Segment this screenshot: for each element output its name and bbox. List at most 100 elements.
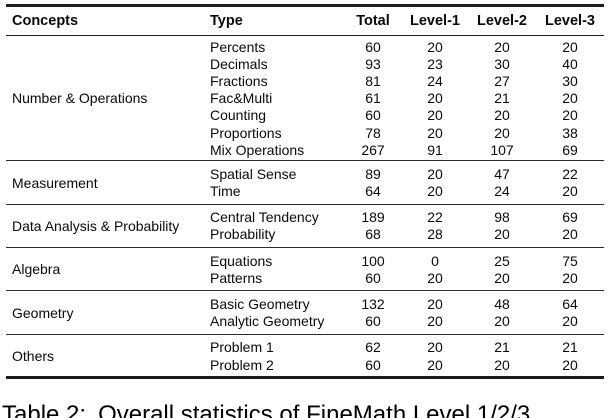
level2-cell: 25 <box>494 252 510 269</box>
total-cell: 100 <box>361 252 385 269</box>
level1-cell: 28 <box>427 226 443 243</box>
level3-cell: 75 <box>562 252 578 269</box>
level2-cell: 21 <box>494 339 510 356</box>
table-row: Fractions 81 24 27 30 <box>202 72 604 89</box>
type-cell: Percents <box>210 38 266 55</box>
table-row: Analytic Geometry 60 20 20 20 <box>202 313 604 330</box>
level2-cell: 24 <box>494 183 510 200</box>
concept-label: Geometry <box>12 304 74 321</box>
table-section: Measurement Spatial Sense 89 20 47 22 Time 64 20… <box>6 160 604 203</box>
level2-cell: 20 <box>494 313 510 330</box>
type-cell: Mix Operations <box>210 141 305 158</box>
statistics-table: Concepts Type Total Level-1 Level-2 Leve… <box>6 4 604 379</box>
level3-cell: 30 <box>562 72 578 89</box>
section-rows: Central Tendency 189 22 98 69 Probability 68 28… <box>202 209 604 243</box>
total-cell: 189 <box>361 209 385 226</box>
col-header-level2: Level-2 <box>477 12 527 29</box>
total-cell: 61 <box>365 90 381 107</box>
table-row: Patterns 60 20 20 20 <box>202 269 604 286</box>
type-cell: Patterns <box>210 269 263 286</box>
col-header-total: Total <box>356 12 390 29</box>
type-cell: Fractions <box>210 72 268 89</box>
concept-label: Others <box>12 348 55 364</box>
table-body: Number & Operations Percents 60 20 20 20 Decim… <box>6 36 604 376</box>
table-header-row: Concepts Type Total Level-1 Level-2 Leve… <box>6 7 604 35</box>
level1-cell: 20 <box>427 296 443 313</box>
table-caption: Table 2: Overall statistics of FineMath L… <box>2 403 530 418</box>
level3-cell: 20 <box>562 38 578 55</box>
level3-cell: 69 <box>562 209 578 226</box>
level2-cell: 98 <box>494 209 510 226</box>
total-cell: 64 <box>365 183 381 200</box>
type-cell: Problem 1 <box>210 339 274 356</box>
level1-cell: 24 <box>427 72 443 89</box>
type-cell: Proportions <box>210 124 282 141</box>
level2-cell: 27 <box>494 72 510 89</box>
table-section: Others Problem 1 62 20 21 21 Problem 2 60 20 20 20 <box>6 333 604 376</box>
level3-cell: 20 <box>562 356 578 373</box>
table-row: Decimals 93 23 30 40 <box>202 55 604 72</box>
table-row: Mix Operations 267 91 107 69 <box>202 141 604 158</box>
type-cell: Basic Geometry <box>210 296 310 313</box>
level3-cell: 22 <box>562 165 578 182</box>
col-header-level1: Level-1 <box>410 12 460 29</box>
type-cell: Problem 2 <box>210 356 274 373</box>
type-cell: Counting <box>210 107 267 124</box>
table-row: Time 64 20 24 20 <box>202 183 604 200</box>
level3-cell: 20 <box>562 313 578 330</box>
section-rows: Percents 60 20 20 20 Decimals 93 23 30 40 Fraction… <box>202 38 604 158</box>
col-header-type: Type <box>210 12 243 29</box>
type-cell: Analytic Geometry <box>210 313 325 330</box>
type-cell: Fac&Multi <box>210 90 273 107</box>
type-cell: Spatial Sense <box>210 165 297 182</box>
caption-label: Table 2: <box>2 401 87 418</box>
level1-cell: 23 <box>427 55 443 72</box>
level1-cell: 0 <box>431 252 439 269</box>
level3-cell: 40 <box>562 55 578 72</box>
concept-label: Algebra <box>12 261 61 278</box>
total-cell: 60 <box>365 107 381 124</box>
level2-cell: 20 <box>494 356 510 373</box>
level1-cell: 20 <box>427 90 443 107</box>
level2-cell: 20 <box>494 124 510 141</box>
total-cell: 60 <box>365 356 381 373</box>
table-row: Fac&Multi 61 20 21 20 <box>202 90 604 107</box>
concept-label: Measurement <box>12 174 98 191</box>
total-cell: 267 <box>361 141 385 158</box>
section-rows: Equations 100 0 25 75 Patterns 60 20 20 20 <box>202 252 604 286</box>
level3-cell: 20 <box>562 226 578 243</box>
level2-cell: 20 <box>494 226 510 243</box>
level1-cell: 20 <box>427 124 443 141</box>
total-cell: 78 <box>365 124 381 141</box>
table-section: Number & Operations Percents 60 20 20 20 Decim… <box>6 36 604 160</box>
level2-cell: 47 <box>494 165 510 182</box>
level2-cell: 20 <box>494 269 510 286</box>
table-section: Data Analysis & Probability Central Tende… <box>6 203 604 247</box>
type-cell: Decimals <box>210 55 268 72</box>
concept-label: Number & Operations <box>12 90 148 107</box>
table-top-rule <box>6 4 604 7</box>
header-separator-rule <box>6 34 604 36</box>
col-header-concepts: Concepts <box>12 12 79 29</box>
total-cell: 81 <box>365 72 381 89</box>
level3-cell: 20 <box>562 269 578 286</box>
type-cell: Equations <box>210 252 273 269</box>
level3-cell: 20 <box>562 183 578 200</box>
total-cell: 68 <box>365 226 381 243</box>
level1-cell: 20 <box>427 183 443 200</box>
type-cell: Probability <box>210 226 276 243</box>
total-cell: 60 <box>365 38 381 55</box>
level3-cell: 20 <box>562 107 578 124</box>
table-bottom-rule <box>6 376 604 379</box>
level2-cell: 20 <box>494 107 510 124</box>
table-row: Basic Geometry 132 20 48 64 <box>202 295 604 312</box>
table-row: Equations 100 0 25 75 <box>202 252 604 269</box>
type-cell: Time <box>210 183 241 200</box>
table-section: Algebra Equations 100 0 25 75 Patterns 60 20 20 20 <box>6 247 604 290</box>
level1-cell: 20 <box>427 165 443 182</box>
table-row: Central Tendency 189 22 98 69 <box>202 209 604 226</box>
level3-cell: 69 <box>562 141 578 158</box>
total-cell: 93 <box>365 55 381 72</box>
level1-cell: 20 <box>427 339 443 356</box>
